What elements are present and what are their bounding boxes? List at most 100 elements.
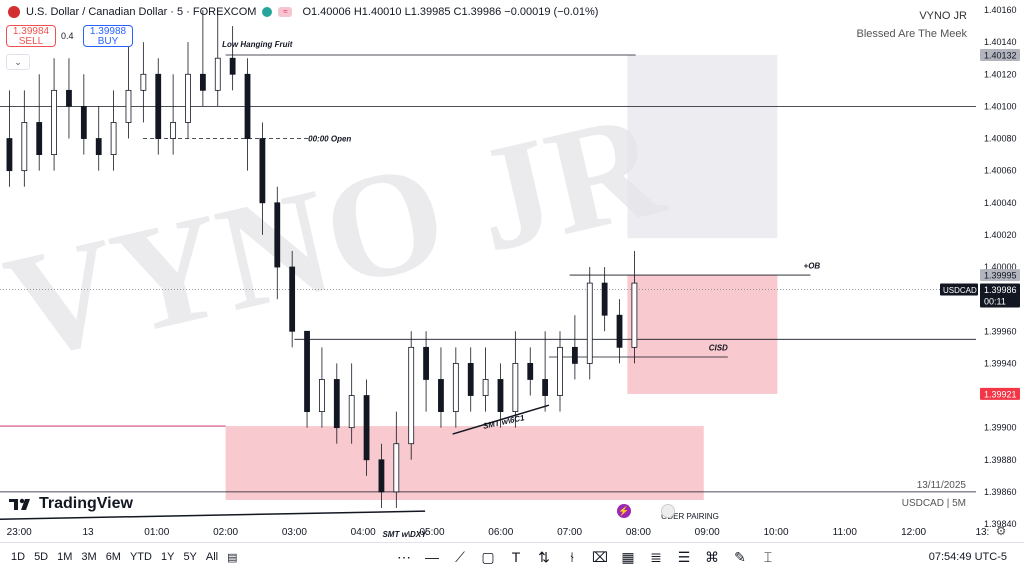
price-tick-label: 1.40140 [984,37,1017,47]
time-tick-label: 01:00 [144,527,169,538]
price-label-3: 1.39921 [980,387,1020,400]
candle-body [542,379,549,396]
price-tick-label: 1.40160 [984,5,1017,15]
tf-3m[interactable]: 3M [81,551,97,563]
footer-symbol-tf: USDCAD | 5M [901,498,966,509]
candle [527,347,534,396]
tf-5d[interactable]: 5D [34,551,49,563]
candle-body [616,314,623,348]
sell-button[interactable]: 1.39984 SELL [6,25,56,47]
candle-body [527,363,534,380]
event-marker-icon[interactable]: ⚡ [617,504,631,518]
price-axis: 1.40160 1.40140 1.40132 1.40120 1.40100 1.400… [940,5,1020,529]
candle [408,331,415,460]
price-range-icon[interactable]: ⫮ [570,548,574,565]
candle [80,74,87,155]
anchor-tool-icon[interactable]: ⌶ [763,548,773,565]
price-tick-label: 1.39840 [984,519,1017,529]
tf-1d[interactable]: 1D [11,551,26,563]
candle-body [289,266,296,332]
time-tick-label: 09:00 [695,527,720,538]
tf-6m[interactable]: 6M [105,551,121,563]
time-axis: 23:00 13 01:00 02:00 03:00 04:00 05:00 06:00 07:… [7,527,990,538]
tradingview-logo[interactable]: TradingView [9,495,133,513]
cursor-icon[interactable]: ⋯ [397,548,411,565]
rectangle-tool-icon[interactable]: ▢ [481,548,495,565]
candle-body [125,89,132,123]
time-tick-label: 06:00 [488,527,513,538]
line-tool-icon[interactable]: — [425,549,439,565]
grid-tool-icon[interactable]: ▦ [621,548,635,565]
candle [66,58,72,139]
oder-pairing-label: ODER PAIRING [661,512,719,521]
candle [140,42,147,123]
position-tool-icon[interactable]: ⇅ [538,548,550,565]
brush-tool-icon[interactable]: ✎ [734,548,746,565]
symbol-title[interactable]: U.S. Dollar / Canadian Dollar · 5 · FORE… [26,6,257,18]
candle [155,58,162,155]
price-tick-label: 1.40100 [984,101,1017,111]
candle [482,347,489,412]
time-tick-label: 07:00 [557,527,582,538]
text-tool-icon[interactable]: T [511,549,521,565]
candle [616,299,623,364]
brand-name: VYNO JR [919,10,967,22]
candle-body [423,346,429,380]
candle-body [631,282,638,348]
time-tick-label: 08:00 [626,527,651,538]
candle [601,267,608,332]
date-range-icon[interactable]: ▤ [227,552,238,564]
candle-body [482,379,489,396]
discount-zone[interactable] [225,426,704,500]
candle-body [467,363,474,396]
price-tick-label: 1.39860 [984,487,1017,497]
premium-zone [627,55,778,239]
candle-body [229,57,236,75]
price-tick-label: 1.39900 [984,423,1017,433]
fib-tool-icon[interactable]: ≣ [650,548,662,565]
replay-icon[interactable]: ≈ [278,7,293,17]
candle [631,250,638,364]
time-tick-label: 05:00 [419,527,444,538]
tf-1y[interactable]: 1Y [160,551,175,563]
candle [170,74,177,155]
ob-zone[interactable] [627,275,778,394]
pattern-tool-icon[interactable]: ⌘ [705,548,719,565]
candle-body [244,73,251,139]
candle-body [170,122,177,139]
candle [497,363,504,428]
tf-1m[interactable]: 1M [57,551,73,563]
candle-body [95,138,102,155]
buy-price: 1.39988 [89,26,127,37]
footer-date: 13/11/2025 [916,480,966,491]
price-label-2-bg [980,269,1020,282]
us-flag-event-icon[interactable] [661,504,675,518]
measure-tool-icon[interactable]: ⌧ [591,548,609,565]
time-tick-label: 03:00 [282,527,307,538]
candle [21,90,28,187]
buy-button[interactable]: 1.39988 BUY [83,25,133,47]
tf-ytd[interactable]: YTD [129,551,152,563]
trend-line-icon[interactable]: ⟋ [455,548,465,565]
candle-body [140,73,147,91]
tf-all[interactable]: All [205,551,219,563]
candle-body [199,73,206,91]
smt-dxy-label: SMT w\DXY [382,530,427,539]
candle [571,315,578,380]
usd-flag-icon [8,6,20,18]
collapse-chevron-icon[interactable]: ⌄ [6,54,30,70]
price-tick-label: 1.40080 [984,134,1017,144]
price-label-2: 1.39995 [980,269,1020,282]
candle-body [438,379,444,412]
candle-body [155,73,162,139]
candle-body [36,122,43,155]
candle [586,267,593,380]
candle [363,379,370,476]
candles-layer [6,10,638,508]
settings-gear-icon[interactable]: ⚙ [995,524,1007,538]
tf-5y[interactable]: 5Y [183,551,197,563]
channel-tool-icon[interactable]: ☰ [677,548,691,565]
candle [185,42,191,139]
candle-body [66,89,72,107]
